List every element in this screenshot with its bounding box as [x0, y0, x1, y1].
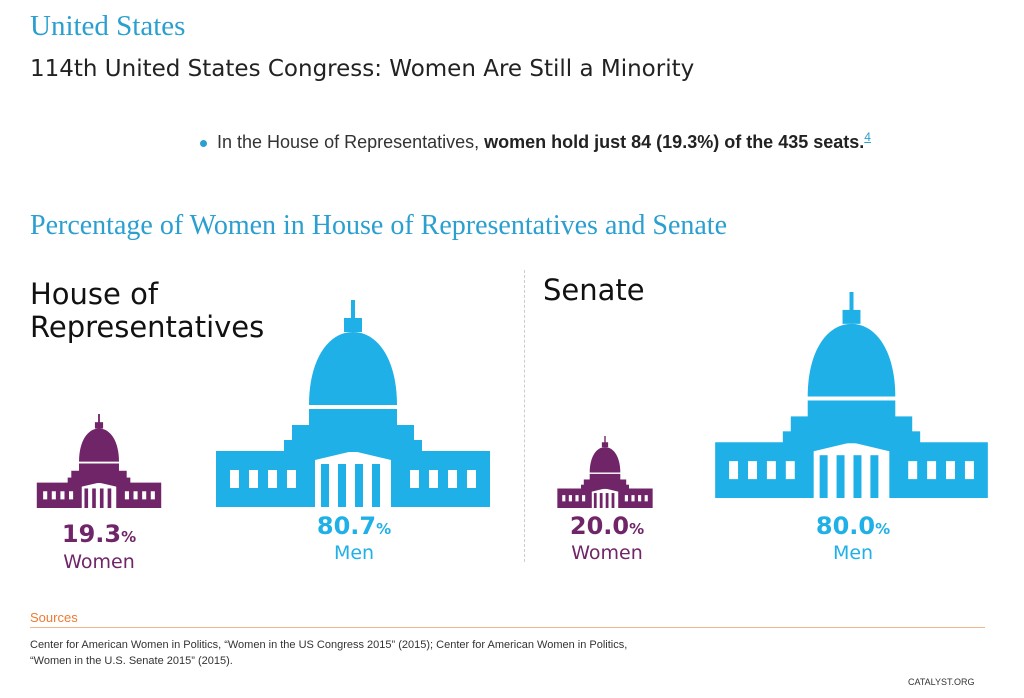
capitol-icon-senate-women [557, 436, 653, 508]
house-men-label: Men [333, 542, 375, 564]
sources-heading: Sources [30, 610, 78, 625]
sources-line2: “Women in the U.S. Senate 2015” (2015). [30, 655, 233, 667]
senate-men-label: Men [832, 542, 874, 564]
house-heading: House of Representatives [30, 278, 264, 344]
subtitle: 114th United States Congress: Women Are … [30, 56, 695, 82]
senate-heading: Senate [543, 273, 645, 307]
brand-label: CATALYST.ORG [908, 677, 975, 687]
chart-title: Percentage of Women in House of Represen… [30, 210, 728, 241]
house-heading-line1: House of [30, 277, 159, 311]
house-women-label: Women [63, 551, 135, 573]
sources-text: Center for American Women in Politics, “… [30, 637, 830, 669]
sources-divider [30, 627, 985, 628]
senate-women-percent: 20.0% [569, 512, 645, 540]
bullet-bold: women hold just 84 (19.3%) of the 435 se… [484, 132, 865, 152]
panel-divider [524, 270, 525, 562]
senate-women-label: Women [571, 542, 643, 564]
sources-line1: Center for American Women in Politics, “… [30, 639, 628, 651]
footnote-link[interactable]: 4 [864, 130, 871, 144]
capitol-icon-house-women [36, 414, 162, 508]
section-title: United States [30, 10, 186, 42]
bullet-item: In the House of Representatives, women h… [200, 128, 871, 153]
house-men-percent: 80.7% [316, 512, 392, 540]
house-women-percent: 19.3% [61, 520, 137, 548]
bullet-icon [200, 139, 207, 147]
house-heading-line2: Representatives [30, 310, 265, 344]
capitol-icon-house-men [216, 300, 490, 507]
senate-men-percent: 80.0% [815, 512, 891, 540]
capitol-icon-senate-men [715, 292, 988, 498]
bullet-text: In the House of Representatives, [217, 132, 485, 152]
